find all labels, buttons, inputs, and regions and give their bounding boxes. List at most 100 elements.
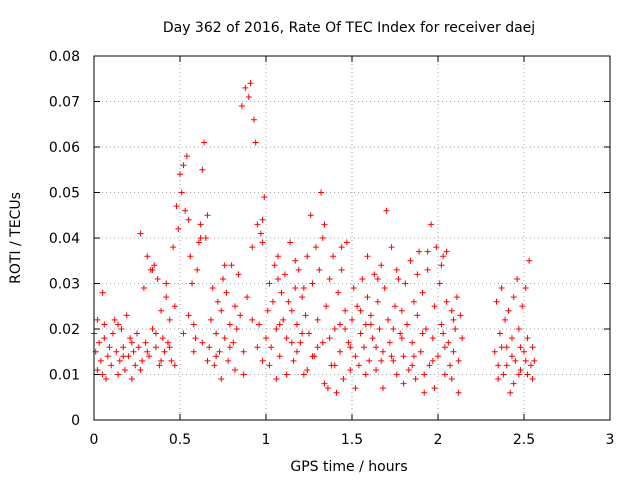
y-tick-label: 0.02 xyxy=(49,322,80,338)
data-point xyxy=(342,326,349,332)
data-point xyxy=(226,321,233,328)
data-point xyxy=(524,335,531,342)
data-point xyxy=(263,335,269,342)
data-point xyxy=(202,235,209,241)
data-point xyxy=(214,298,221,305)
data-point xyxy=(393,266,400,273)
data-point xyxy=(323,303,330,310)
data-point xyxy=(149,266,156,273)
data-point xyxy=(491,348,498,355)
data-point xyxy=(388,353,395,360)
data-point xyxy=(97,357,104,364)
data-point xyxy=(192,335,199,342)
data-point xyxy=(433,244,440,251)
data-point xyxy=(127,335,134,342)
data-point xyxy=(226,344,233,351)
data-point xyxy=(109,330,116,337)
data-point xyxy=(104,353,111,360)
data-point xyxy=(407,257,414,264)
data-point xyxy=(283,371,290,378)
data-point xyxy=(144,253,151,260)
data-point xyxy=(175,225,182,232)
data-point xyxy=(101,335,108,342)
data-point xyxy=(204,212,211,219)
data-point xyxy=(524,371,531,378)
data-point xyxy=(216,348,223,355)
data-point xyxy=(164,339,171,346)
data-point xyxy=(428,221,435,228)
data-point xyxy=(459,335,466,342)
data-point xyxy=(269,298,276,305)
data-point xyxy=(512,357,519,364)
data-point xyxy=(503,362,510,369)
data-point xyxy=(166,316,173,323)
data-point xyxy=(302,312,309,319)
data-point xyxy=(158,357,165,364)
x-tick-label: 3 xyxy=(606,432,615,448)
data-point xyxy=(197,235,204,241)
data-point xyxy=(450,316,457,323)
data-point xyxy=(245,93,252,100)
data-point xyxy=(438,262,445,269)
data-point xyxy=(187,253,194,260)
data-point xyxy=(106,344,113,351)
data-point xyxy=(213,330,220,337)
data-point xyxy=(178,189,185,196)
data-point xyxy=(254,344,261,351)
data-point xyxy=(383,207,390,214)
data-point xyxy=(314,316,321,323)
data-point xyxy=(235,271,242,278)
data-point xyxy=(304,366,311,373)
data-point xyxy=(517,366,524,373)
data-point xyxy=(431,303,438,310)
data-point xyxy=(190,348,197,355)
data-point xyxy=(163,294,170,301)
data-point xyxy=(331,326,338,332)
data-point xyxy=(137,366,144,373)
data-point xyxy=(244,294,251,301)
data-point xyxy=(199,166,206,173)
data-point xyxy=(510,380,517,387)
data-point xyxy=(379,348,386,355)
data-point xyxy=(128,376,135,383)
data-point xyxy=(261,194,268,201)
y-tick-label: 0.01 xyxy=(49,368,80,384)
data-point xyxy=(130,348,137,355)
data-point xyxy=(159,335,166,342)
data-point xyxy=(343,239,350,246)
data-point xyxy=(414,312,421,319)
data-point xyxy=(297,339,304,346)
data-point xyxy=(357,330,364,337)
grid-lines xyxy=(94,56,610,420)
data-point xyxy=(333,389,340,396)
y-tick-label: 0.04 xyxy=(49,231,80,247)
y-tick-label: 0.07 xyxy=(49,95,80,111)
data-point xyxy=(266,362,273,369)
data-point xyxy=(232,303,239,310)
data-point xyxy=(285,298,292,305)
data-point xyxy=(292,285,299,292)
data-point xyxy=(135,344,142,351)
data-point xyxy=(510,294,517,301)
data-point xyxy=(373,366,380,373)
data-point xyxy=(417,348,424,355)
data-point xyxy=(237,312,244,319)
data-point xyxy=(421,371,428,378)
data-point xyxy=(190,321,197,328)
data-point xyxy=(386,339,393,346)
data-point xyxy=(364,294,371,301)
data-point xyxy=(161,348,168,355)
x-tick-label: 0 xyxy=(90,432,99,448)
data-point xyxy=(414,271,421,278)
data-point xyxy=(183,153,190,160)
data-point xyxy=(412,376,419,383)
data-point xyxy=(182,207,189,214)
data-point xyxy=(206,344,213,351)
data-point xyxy=(347,366,354,373)
data-point xyxy=(128,339,135,346)
data-point xyxy=(94,366,101,373)
data-point xyxy=(429,357,436,364)
data-point xyxy=(364,253,371,260)
data-point xyxy=(495,362,502,369)
